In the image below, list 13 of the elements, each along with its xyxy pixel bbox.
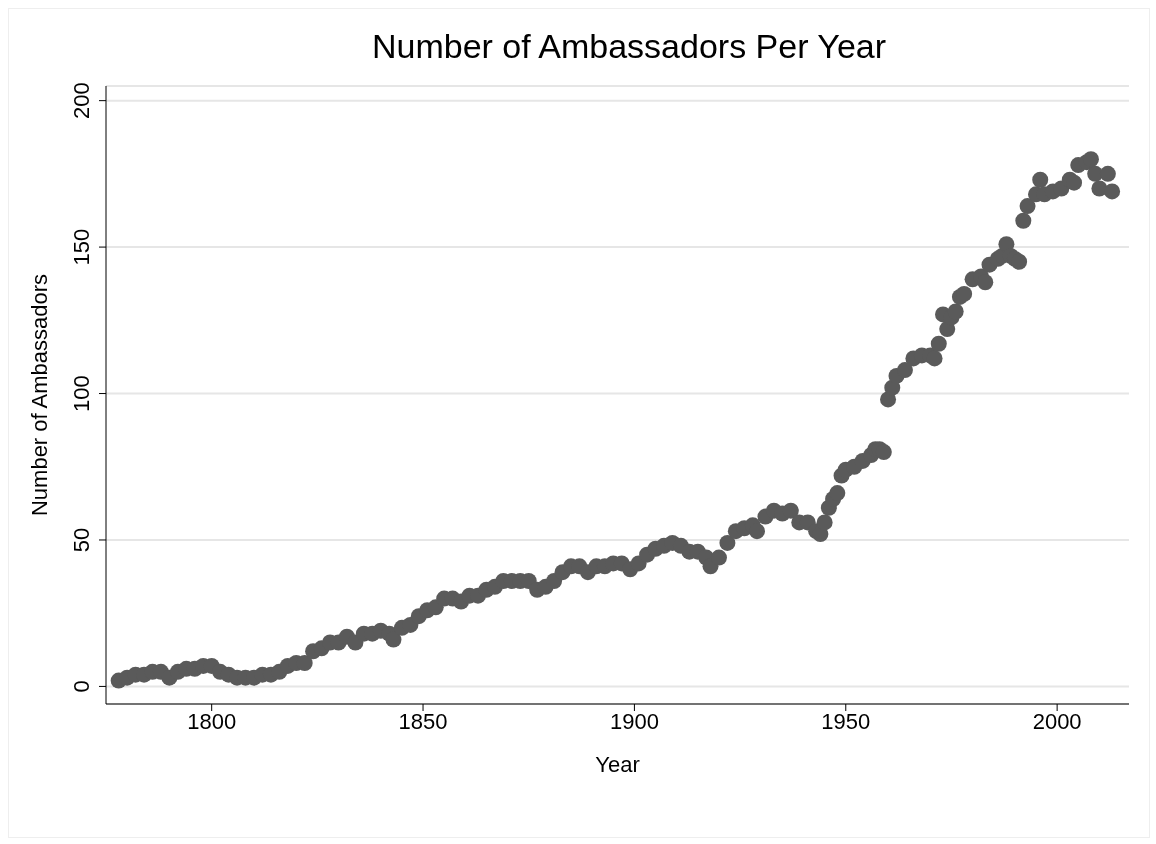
y-tick-label: 0: [69, 680, 94, 693]
y-axis-title: Number of Ambassadors: [26, 273, 52, 517]
x-tick-label: 1900: [609, 708, 659, 734]
x-tick-label: 2000: [1032, 708, 1082, 734]
y-tick-label: 50: [69, 527, 94, 553]
x-tick-label: 1850: [398, 708, 448, 734]
chart-title: Number of Ambassadors Per Year: [370, 27, 888, 66]
x-tick-label: 1800: [187, 708, 237, 734]
x-tick-label: 1950: [821, 708, 871, 734]
y-tick-label: 150: [69, 228, 94, 266]
x-axis-title: Year: [595, 752, 640, 777]
y-tick-label: 200: [69, 82, 94, 119]
y-tick-label: 100: [69, 375, 94, 412]
